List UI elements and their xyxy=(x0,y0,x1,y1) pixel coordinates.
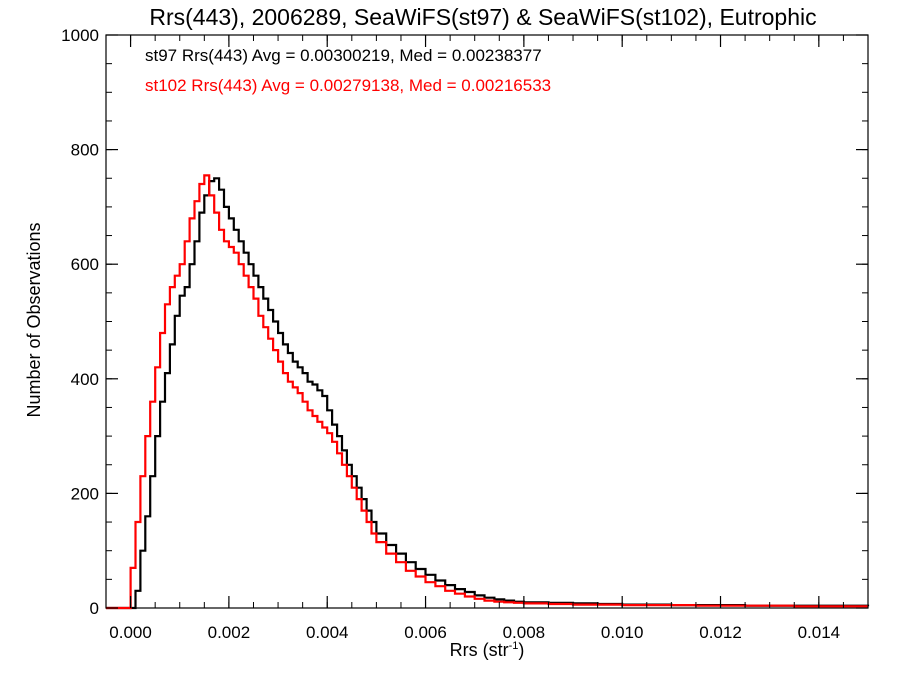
chart-title: Rrs(443), 2006289, SeaWiFS(st97) & SeaWi… xyxy=(149,4,816,30)
series-line-0 xyxy=(106,177,870,610)
x-tick-label: 0.012 xyxy=(699,623,742,642)
y-axis-ticks: 0 200 400 600 800 1000 xyxy=(61,26,868,618)
y-tick-label: 400 xyxy=(71,370,99,389)
y-tick-label: 0 xyxy=(90,599,99,618)
y-tick-label: 200 xyxy=(71,484,99,503)
x-axis-label-suffix: ) xyxy=(518,640,524,660)
x-tick-label: 0.004 xyxy=(306,623,349,642)
x-axis-ticks: 0.000 0.002 0.004 0.006 0.008 0.010 0.012 0.014 xyxy=(105,35,869,642)
plot-area xyxy=(105,34,869,609)
x-axis-label: Rrs (str-1) xyxy=(450,640,525,660)
x-tick-label: 0.014 xyxy=(798,623,841,642)
y-tick-label: 1000 xyxy=(61,26,99,45)
x-axis-label-superscript: -1 xyxy=(509,640,519,652)
y-tick-label: 800 xyxy=(71,141,99,160)
series-line-1 xyxy=(106,174,868,610)
series-layer xyxy=(106,174,870,610)
plot-frame xyxy=(105,34,869,609)
annotation-st97-stats: st97 Rrs(443) Avg = 0.00300219, Med = 0.… xyxy=(145,46,542,65)
y-axis-label: Number of Observations xyxy=(24,222,44,417)
x-tick-label: 0.008 xyxy=(503,623,546,642)
annotation-st102-stats: st102 Rrs(443) Avg = 0.00279138, Med = 0… xyxy=(145,76,551,95)
x-tick-label: 0.002 xyxy=(208,623,251,642)
x-tick-label: 0.006 xyxy=(404,623,447,642)
x-tick-label: 0.010 xyxy=(601,623,644,642)
y-tick-label: 600 xyxy=(71,255,99,274)
x-axis-label-main: Rrs (str xyxy=(450,640,509,660)
x-tick-label: 0.000 xyxy=(109,623,152,642)
